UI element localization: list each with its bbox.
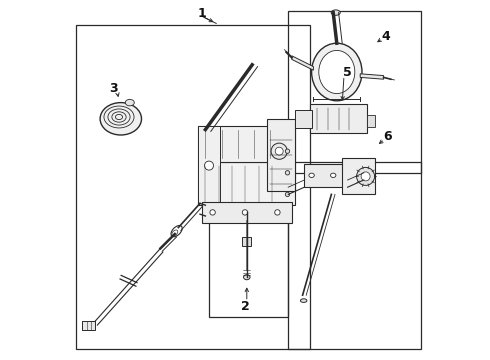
Ellipse shape	[319, 50, 355, 94]
Bar	[209, 187, 288, 317]
Ellipse shape	[242, 210, 248, 215]
Text: 2: 2	[241, 300, 249, 313]
Bar	[310, 104, 368, 133]
Ellipse shape	[275, 147, 283, 155]
Text: 5: 5	[343, 66, 352, 78]
Ellipse shape	[271, 143, 287, 159]
Bar	[76, 25, 310, 349]
Text: 3: 3	[109, 82, 118, 95]
Ellipse shape	[172, 230, 178, 236]
Bar	[82, 321, 95, 330]
Ellipse shape	[210, 210, 215, 215]
Ellipse shape	[357, 167, 374, 185]
Polygon shape	[360, 74, 384, 79]
Bar	[242, 237, 251, 246]
Text: 1: 1	[197, 7, 206, 20]
Ellipse shape	[361, 172, 370, 181]
Bar	[202, 202, 292, 223]
Bar	[342, 158, 374, 194]
Ellipse shape	[275, 210, 280, 215]
Ellipse shape	[309, 173, 314, 177]
Bar	[304, 164, 347, 187]
Ellipse shape	[285, 149, 290, 153]
Bar	[198, 162, 295, 205]
Ellipse shape	[171, 225, 182, 237]
Ellipse shape	[285, 192, 290, 197]
Text: 6: 6	[383, 130, 392, 143]
Ellipse shape	[125, 99, 134, 106]
Ellipse shape	[100, 103, 142, 135]
Bar	[288, 11, 421, 173]
Ellipse shape	[244, 275, 250, 280]
Bar	[198, 126, 220, 205]
Bar	[288, 162, 421, 349]
Ellipse shape	[331, 10, 340, 15]
Ellipse shape	[312, 43, 362, 101]
Bar	[295, 110, 312, 128]
Ellipse shape	[204, 161, 214, 170]
Text: 4: 4	[381, 30, 390, 42]
Ellipse shape	[300, 299, 307, 302]
Bar	[198, 126, 295, 162]
Ellipse shape	[285, 171, 290, 175]
Bar	[267, 119, 295, 191]
Ellipse shape	[330, 173, 336, 177]
Bar	[368, 115, 374, 127]
Polygon shape	[292, 56, 314, 70]
